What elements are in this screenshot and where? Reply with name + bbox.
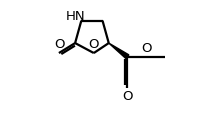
Text: O: O	[54, 38, 64, 51]
Text: HN: HN	[66, 10, 86, 23]
Text: O: O	[141, 42, 152, 55]
Text: O: O	[88, 38, 98, 51]
Polygon shape	[109, 43, 129, 59]
Text: O: O	[122, 90, 133, 103]
